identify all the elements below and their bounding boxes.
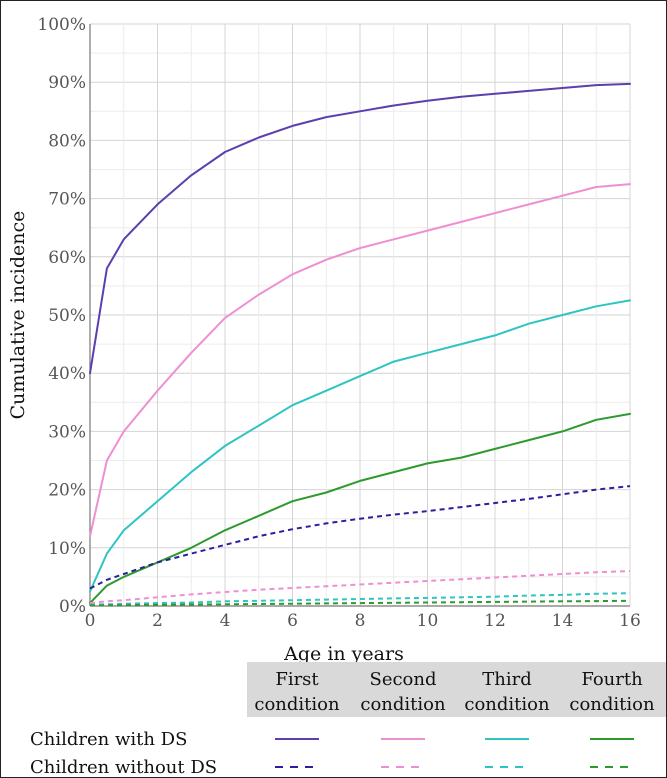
x-tick-label: 16 — [619, 611, 641, 631]
series-line-with-ds-1 — [89, 82, 631, 375]
y-axis-title: Cumulative incidence — [7, 211, 29, 420]
x-tick-label: 14 — [552, 611, 574, 631]
x-tick-label: 2 — [152, 611, 163, 631]
y-tick-label: 50% — [48, 306, 86, 326]
series-line-without-ds-4 — [90, 599, 631, 607]
legend-column-header-line2: condition — [569, 694, 655, 715]
legend-column-header-line2: condition — [464, 694, 550, 715]
legend-row-label: Children with DS — [30, 729, 187, 750]
x-tick-labels: 0 2 4 6 8 10 12 14 16 — [85, 611, 641, 631]
series-line-without-ds-2 — [89, 570, 631, 605]
legend-column-header-line1: Fourth — [581, 669, 643, 690]
legend-column-header-line1: First — [275, 669, 319, 690]
legend-column-header-line1: Third — [482, 669, 531, 690]
x-tick-label: 0 — [85, 611, 96, 631]
legend-column-header-line1: Second — [369, 669, 436, 690]
series-line-with-ds-3 — [89, 299, 631, 593]
legend-row-label: Children without DS — [30, 757, 217, 778]
legend-column-header-line2: condition — [254, 694, 340, 715]
y-tick-label: 0% — [59, 597, 86, 617]
y-tick-label: 100% — [37, 15, 86, 35]
y-tick-labels: 0% 10% 20% 30% 40% 50% 60% 70% 80% 90% 100% — [37, 15, 86, 617]
series-lines — [89, 82, 631, 607]
x-tick-label: 8 — [355, 611, 366, 631]
y-tick-label: 70% — [48, 190, 86, 210]
y-tick-label: 40% — [48, 364, 86, 384]
x-tick-label: 6 — [287, 611, 298, 631]
y-tick-label: 80% — [48, 131, 86, 151]
series-line-without-ds-3 — [89, 592, 631, 606]
legend-header-band — [247, 662, 666, 717]
legend: First condition Second condition Third condit… — [30, 669, 655, 778]
x-tick-label: 12 — [484, 611, 506, 631]
y-tick-label: 10% — [48, 539, 86, 559]
y-tick-label: 30% — [48, 422, 86, 442]
x-tick-label: 10 — [417, 611, 439, 631]
y-tick-label: 20% — [48, 481, 86, 501]
series-line-with-ds-2 — [89, 183, 631, 538]
x-tick-label: 4 — [220, 611, 231, 631]
series-line-without-ds-1 — [89, 485, 631, 590]
y-tick-label: 60% — [48, 248, 86, 268]
x-axis-title: Age in years — [283, 643, 404, 665]
gridlines — [89, 23, 631, 607]
legend-column-header-line2: condition — [360, 694, 446, 715]
y-tick-label: 90% — [48, 73, 86, 93]
